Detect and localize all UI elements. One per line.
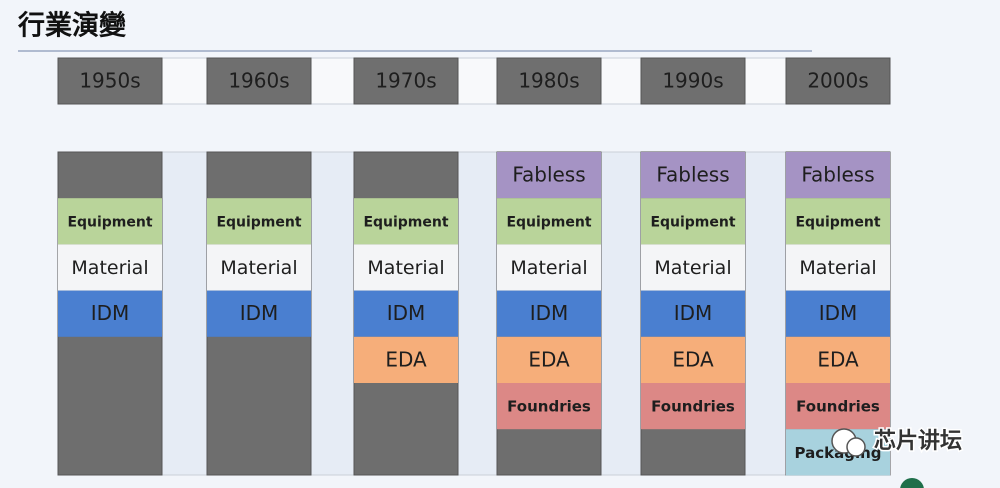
layer-label: Foundries [507, 398, 591, 416]
layer-box [786, 383, 890, 430]
layer-box [786, 198, 890, 245]
decade-box [206, 57, 312, 105]
layer-box [641, 383, 745, 430]
layer-label: Equipment [216, 214, 301, 230]
layer-box [354, 336, 458, 383]
layer-label: Fabless [512, 163, 585, 187]
layer-box [786, 244, 890, 291]
layer-label: Equipment [795, 214, 880, 230]
decade-label: 1950s [79, 69, 140, 93]
layer-box [641, 152, 745, 199]
column-spacer [310, 151, 355, 476]
layer-box [354, 290, 458, 337]
decade-label: 1970s [375, 69, 436, 93]
decade-box [785, 57, 891, 105]
wechat-icon [846, 437, 866, 457]
layer-label: EDA [385, 347, 427, 371]
header-spacer [457, 57, 498, 105]
layer-label: Material [220, 257, 297, 279]
layer-box [207, 198, 311, 245]
layer-box [497, 198, 601, 245]
layer-label: Equipment [506, 214, 591, 230]
layer-label: Fabless [656, 163, 729, 187]
column-spacer [161, 151, 208, 476]
layer-label: IDM [819, 301, 858, 325]
watermark-text: 芯片讲坛 [874, 429, 962, 454]
decade-label: 2000s [807, 69, 868, 93]
layer-box [58, 290, 162, 337]
layer-label: Equipment [650, 214, 735, 230]
logo [900, 478, 924, 488]
decade-label: 1980s [518, 69, 579, 93]
layer-box [207, 290, 311, 337]
layer-box [497, 383, 601, 430]
decade-box [496, 57, 602, 105]
decade-label: 1990s [662, 69, 723, 93]
layer-box [641, 198, 745, 245]
decade-label: 1960s [228, 69, 289, 93]
layer-box [641, 244, 745, 291]
layer-label: Material [510, 257, 587, 279]
layer-box [497, 290, 601, 337]
decade-box [640, 57, 746, 105]
layer-box [58, 244, 162, 291]
layer-label: EDA [672, 347, 714, 371]
layer-label: IDM [240, 301, 279, 325]
layer-box [497, 244, 601, 291]
column-spacer [600, 151, 642, 476]
header-spacer [161, 57, 208, 105]
layer-label: Material [799, 257, 876, 279]
layer-box [207, 244, 311, 291]
layer-label: IDM [530, 301, 569, 325]
header-spacer [600, 57, 642, 105]
layer-label: Equipment [67, 214, 152, 230]
slide-title: 行業演變 [17, 10, 127, 42]
decade-box [353, 57, 459, 105]
layer-label: EDA [528, 347, 570, 371]
layer-label: Equipment [363, 214, 448, 230]
layer-box [58, 198, 162, 245]
layer-box [354, 198, 458, 245]
columns: 1950s Equipment Material IDM 1960s Equipment M… [57, 57, 891, 476]
layer-label: Fabless [801, 163, 874, 187]
layer-label: Foundries [651, 398, 735, 416]
layer-box [354, 244, 458, 291]
layer-box [641, 290, 745, 337]
layer-box [497, 336, 601, 383]
header-spacer [744, 57, 787, 105]
layer-label: EDA [817, 347, 859, 371]
layer-label: IDM [387, 301, 426, 325]
layer-label: IDM [674, 301, 713, 325]
decade-box [57, 57, 163, 105]
header-spacer [310, 57, 355, 105]
watermark: 芯片讲坛 [831, 428, 964, 457]
layer-label: Material [654, 257, 731, 279]
layer-label: Material [367, 257, 444, 279]
layer-label: IDM [91, 301, 130, 325]
layer-box [497, 152, 601, 199]
layer-box [786, 290, 890, 337]
column-spacer [744, 151, 787, 476]
layer-label: Material [71, 257, 148, 279]
layer-label: Foundries [796, 398, 880, 416]
layer-box [786, 336, 890, 383]
layer-box [641, 336, 745, 383]
column-spacer [457, 151, 498, 476]
layer-box [786, 152, 890, 199]
